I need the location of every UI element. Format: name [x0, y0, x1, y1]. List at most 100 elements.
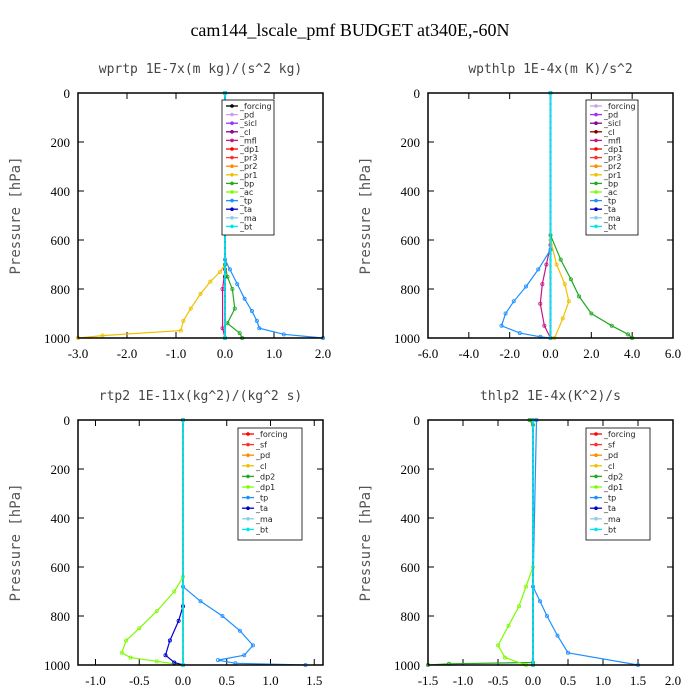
- legend-entry: _mfl: [603, 136, 621, 145]
- y-tick-label: 0: [64, 86, 71, 101]
- legend-marker: [594, 464, 598, 468]
- legend-entry: _ac: [239, 188, 253, 197]
- data-point: [124, 638, 129, 643]
- legend-marker: [594, 198, 598, 203]
- data-point: [249, 309, 254, 314]
- y-tick-label: 800: [51, 609, 71, 624]
- x-tick-label: -0.5: [129, 673, 150, 688]
- legend-marker: [230, 190, 234, 194]
- y-tick-label: 400: [51, 184, 71, 199]
- data-point: [254, 318, 259, 323]
- legend-entry: _dp1: [603, 145, 623, 154]
- y-axis-label: Pressure [hPa]: [358, 156, 374, 274]
- legend-marker: [230, 112, 234, 117]
- data-point: [172, 589, 177, 594]
- y-tick-label: 400: [401, 511, 421, 526]
- x-tick-label: 0.5: [219, 673, 235, 688]
- x-tick-label: 6.0: [665, 346, 681, 361]
- data-point: [517, 604, 522, 609]
- data-point: [215, 658, 220, 663]
- data-point: [555, 633, 560, 638]
- data-point: [544, 262, 549, 267]
- x-tick-label: 1.0: [595, 673, 611, 688]
- data-point: [540, 282, 545, 287]
- legend-marker: [246, 432, 250, 436]
- data-point: [250, 643, 255, 648]
- x-tick-label: 0.0: [217, 346, 233, 361]
- x-tick-label: -6.0: [418, 346, 439, 361]
- data-point: [225, 274, 230, 279]
- y-tick-label: 200: [51, 135, 71, 150]
- data-point: [562, 282, 567, 287]
- legend-entry: _pr2: [239, 162, 257, 171]
- legend-marker: [246, 517, 250, 521]
- y-tick-label: 1000: [44, 331, 70, 346]
- plot-frame: [427, 92, 674, 339]
- data-point: [176, 618, 181, 623]
- legend-entry: _bt: [239, 222, 252, 231]
- legend-entry: _pd: [255, 451, 270, 460]
- legend-entry: _tp: [603, 197, 616, 206]
- data-point: [137, 626, 142, 631]
- data-point: [167, 638, 172, 643]
- legend-marker: [230, 147, 234, 151]
- x-tick-label: -2.0: [117, 346, 138, 361]
- x-tick-label: 4.0: [624, 346, 640, 361]
- legend-entry: _dp1: [255, 483, 275, 492]
- data-point: [119, 650, 124, 655]
- legend-marker: [594, 474, 598, 479]
- legend-entry: _ta: [239, 205, 252, 214]
- x-tick-label: 2.0: [583, 346, 599, 361]
- data-point: [188, 306, 193, 311]
- data-point: [609, 323, 614, 328]
- data-point: [232, 306, 237, 311]
- legend-marker: [594, 517, 598, 521]
- legend-entry: _sf: [603, 441, 615, 450]
- data-point: [542, 323, 547, 328]
- legend-marker: [594, 495, 598, 500]
- legend-marker: [594, 207, 598, 211]
- legend-marker: [230, 198, 234, 203]
- y-tick-label: 800: [401, 609, 421, 624]
- x-tick-label: 0.0: [175, 673, 191, 688]
- legend-marker: [230, 138, 234, 143]
- legend-marker: [246, 453, 250, 458]
- legend-entry: _tp: [255, 494, 268, 503]
- y-tick-label: 200: [401, 135, 421, 150]
- x-tick-label: 2.0: [315, 346, 331, 361]
- legend-entry: _sicl: [603, 119, 621, 128]
- series-line-tp: [224, 93, 324, 339]
- data-point: [237, 628, 242, 633]
- legend-marker: [246, 442, 250, 447]
- legend-marker: [230, 121, 234, 125]
- data-point: [172, 660, 177, 665]
- chart-panel-4: thlp2 1E-4x(K^2)/s Pressure [hPa] 0 200 400 6…: [358, 389, 681, 688]
- panel-title: wpthlp 1E-4x(m K)/s^2: [468, 62, 632, 77]
- figure-title: cam144_lscale_pmf BUDGET at340E,-60N: [190, 20, 509, 40]
- legend-entry: _cl: [603, 128, 615, 137]
- x-tick-label: -1.0: [85, 673, 106, 688]
- y-tick-label: 800: [401, 282, 421, 297]
- series-line-tp: [182, 420, 306, 666]
- data-point: [230, 286, 235, 291]
- plot-frame: [77, 419, 324, 666]
- legend-entry: _pr1: [603, 171, 621, 180]
- legend-entry: _dp1: [239, 145, 259, 154]
- legend-marker: [594, 190, 598, 194]
- panel-title: thlp2 1E-4x(K^2)/s: [480, 389, 621, 404]
- data-point: [163, 653, 168, 658]
- legend-entry: _ma: [239, 214, 257, 223]
- data-point: [242, 296, 247, 301]
- legend-entry: _ma: [255, 515, 273, 524]
- y-tick-label: 0: [414, 86, 421, 101]
- y-tick-label: 600: [51, 233, 71, 248]
- x-tick-label: 1.0: [266, 346, 282, 361]
- y-tick-label: 200: [51, 462, 71, 477]
- legend-entry: _pr3: [239, 154, 257, 163]
- data-point: [198, 599, 203, 604]
- x-tick-label: -0.5: [488, 673, 509, 688]
- legend-entry: _ta: [603, 205, 616, 214]
- x-tick-label: -1.0: [166, 346, 187, 361]
- legend-marker: [246, 506, 250, 511]
- data-point: [538, 599, 543, 604]
